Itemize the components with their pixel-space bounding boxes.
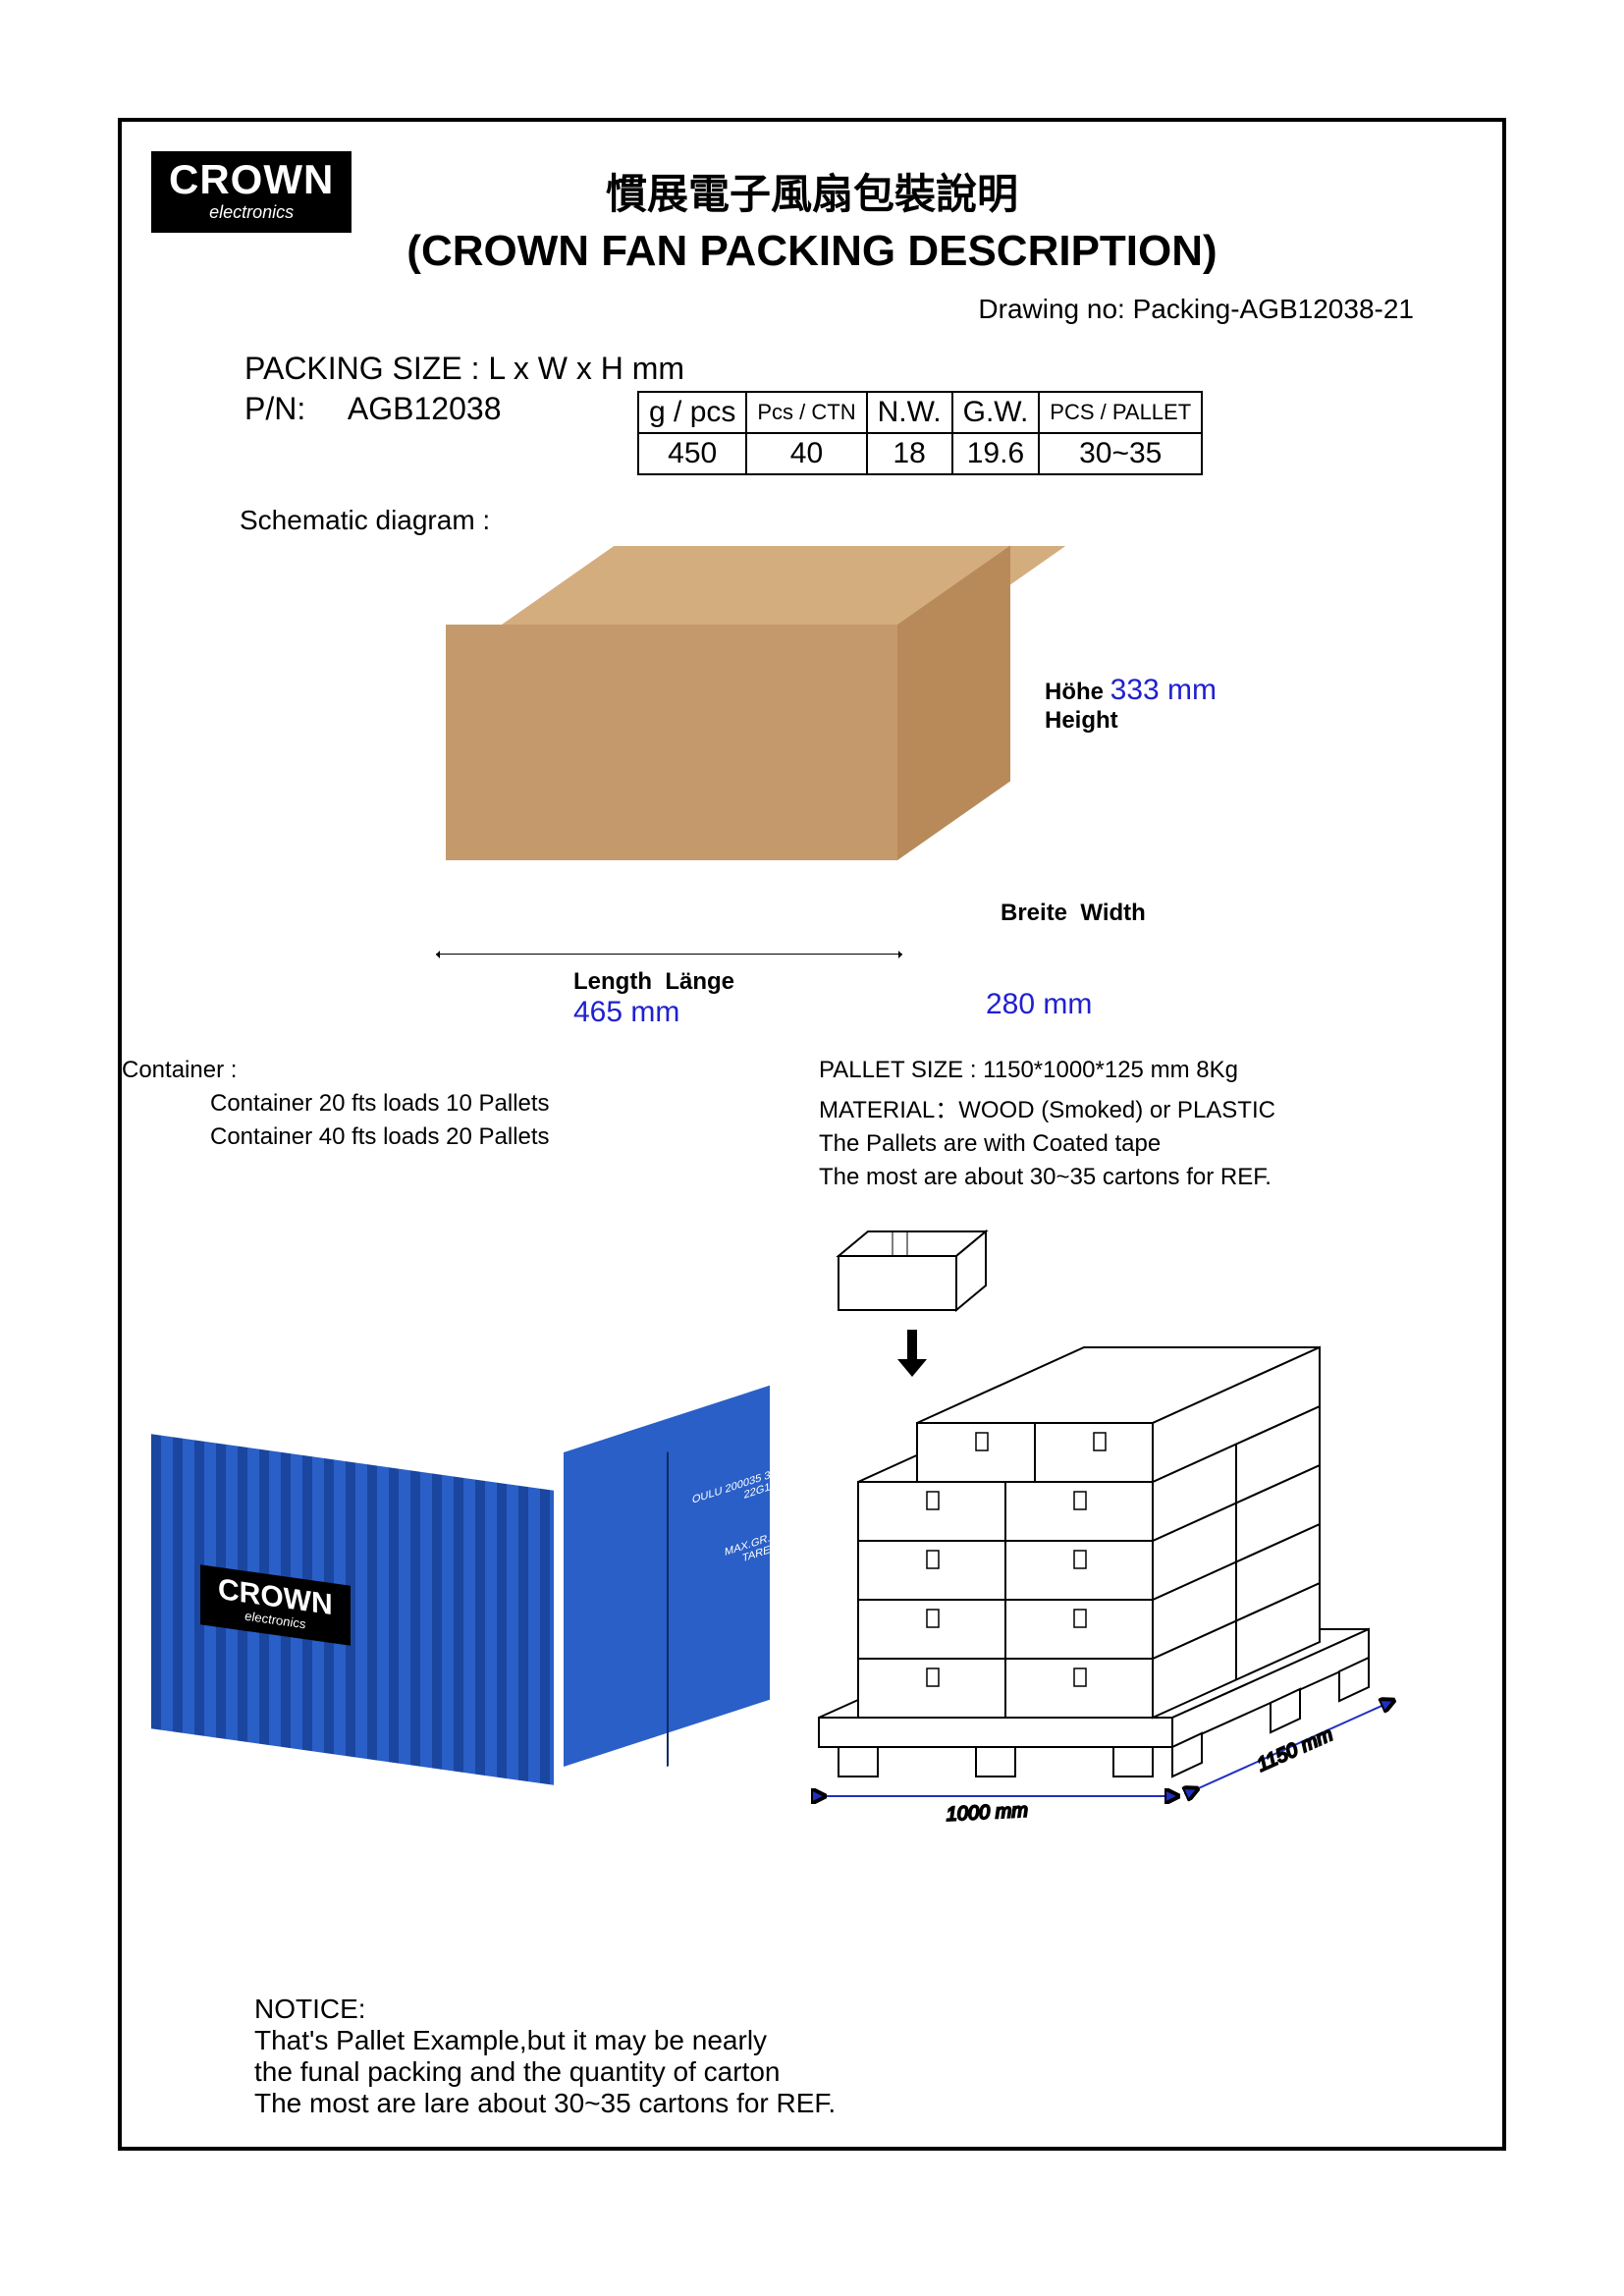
container-line-1: Container 20 fts loads 10 Pallets (210, 1090, 780, 1118)
length-en: Length (573, 968, 652, 995)
width-en: Width (1080, 900, 1145, 926)
notice-block: NOTICE: That's Pallet Example,but it may… (254, 1994, 1040, 2119)
container-section: Container : Container 20 fts loads 10 Pa… (151, 1057, 780, 1197)
length-dimension-line (436, 954, 902, 955)
pn-label: P/N: (244, 391, 305, 426)
width-value: 280 mm (986, 988, 1092, 1020)
pallet-line-4: The most are about 30~35 cartons for REF… (819, 1164, 1447, 1191)
pallet-line-2: MATERIAL：WOOD (Smoked) or PLASTIC (819, 1090, 1447, 1124)
col-nw: N.W. (867, 392, 952, 433)
box-front-face (446, 625, 897, 860)
drawing-number: Drawing no: Packing-AGB12038-21 (151, 294, 1473, 325)
logo-sub: electronics (169, 202, 334, 223)
notice-line-1: That's Pallet Example,but it may be near… (254, 2025, 1040, 2056)
container-list: Container 20 fts loads 10 Pallets Contai… (151, 1090, 780, 1151)
pallet-info-section: PALLET SIZE : 1150*1000*125 mm 8Kg MATER… (819, 1057, 1447, 1197)
val-gw: 19.6 (952, 433, 1040, 474)
pallet-svg: 1000 mm 1150 mm (780, 1217, 1447, 1845)
illustration-row: OULU 200035 3 22G1 MAX.GR. TARE CROWN el… (151, 1217, 1473, 1845)
arrow-down-icon (897, 1330, 927, 1377)
width-de: Breite (1001, 900, 1067, 926)
val-nw: 18 (867, 433, 952, 474)
col-g-pcs: g / pcs (638, 392, 746, 433)
lower-section: Container : Container 20 fts loads 10 Pa… (151, 1057, 1473, 1197)
pallet-line-1: PALLET SIZE : 1150*1000*125 mm 8Kg (819, 1057, 1447, 1084)
col-gw: G.W. (952, 392, 1040, 433)
table-row: 450 40 18 19.6 30~35 (638, 433, 1202, 474)
height-en: Height (1045, 707, 1118, 734)
notice-heading: NOTICE: (254, 1994, 1040, 2025)
carton-layers (858, 1347, 1320, 1718)
drawing-no-label: Drawing no: (978, 294, 1124, 324)
height-de: Höhe (1045, 679, 1104, 705)
notice-line-2: the funal packing and the quantity of ca… (254, 2056, 1040, 2088)
pallet-stack-diagram: 1000 mm 1150 mm (780, 1217, 1447, 1845)
length-de: Länge (665, 968, 734, 995)
crown-logo: CROWN electronics (151, 151, 352, 233)
height-label: Höhe 333 mm Height (1045, 674, 1217, 735)
part-number: P/N: AGB12038 (244, 391, 637, 427)
shipping-container-icon: OULU 200035 3 22G1 MAX.GR. TARE CROWN el… (141, 1394, 789, 1806)
val-g-pcs: 450 (638, 433, 746, 474)
container-label: Container : (122, 1057, 780, 1084)
pallet-dim-1150: 1150 mm (1254, 1723, 1336, 1776)
container-line-2: Container 40 fts loads 20 Pallets (210, 1123, 780, 1151)
pn-value: AGB12038 (348, 391, 502, 426)
title-english: (CROWN FAN PACKING DESCRIPTION) (151, 227, 1473, 276)
logo-brand: CROWN (169, 159, 334, 200)
packing-size-label: PACKING SIZE : L x W x H mm (244, 351, 1473, 387)
single-carton-icon (839, 1231, 986, 1310)
drawing-no-value: Packing-AGB12038-21 (1133, 294, 1414, 324)
height-value: 333 mm (1110, 674, 1217, 706)
part-number-row: P/N: AGB12038 g / pcs Pcs / CTN N.W. G.W… (244, 391, 1473, 475)
col-pcs-ctn: Pcs / CTN (746, 392, 866, 433)
width-value-label: 280 mm (986, 988, 1092, 1021)
page-frame: CROWN electronics 慣展電子風扇包裝說明 (CROWN FAN … (118, 118, 1506, 2151)
notice-line-3: The most are lare about 30~35 cartons fo… (254, 2088, 1040, 2119)
schematic-label: Schematic diagram : (240, 505, 1473, 536)
length-label: Length Länge 465 mm (573, 968, 734, 1029)
container-door-split (667, 1451, 669, 1767)
pallet-stack-icon: 1000 mm 1150 mm (819, 1347, 1388, 1826)
val-pcs-pallet: 30~35 (1039, 433, 1202, 474)
width-label: Breite Width (1001, 900, 1146, 927)
table-row: g / pcs Pcs / CTN N.W. G.W. PCS / PALLET (638, 392, 1202, 433)
spec-table: g / pcs Pcs / CTN N.W. G.W. PCS / PALLET… (637, 391, 1203, 475)
pallet-line-3: The Pallets are with Coated tape (819, 1130, 1447, 1158)
val-pcs-ctn: 40 (746, 433, 866, 474)
cardboard-box-icon (446, 546, 1015, 870)
length-value: 465 mm (573, 996, 679, 1028)
pallet-dim-1000: 1000 mm (946, 1800, 1028, 1826)
box-diagram: Length Länge 465 mm Höhe 333 mm Height B… (151, 546, 1473, 958)
col-pcs-pallet: PCS / PALLET (1039, 392, 1202, 433)
